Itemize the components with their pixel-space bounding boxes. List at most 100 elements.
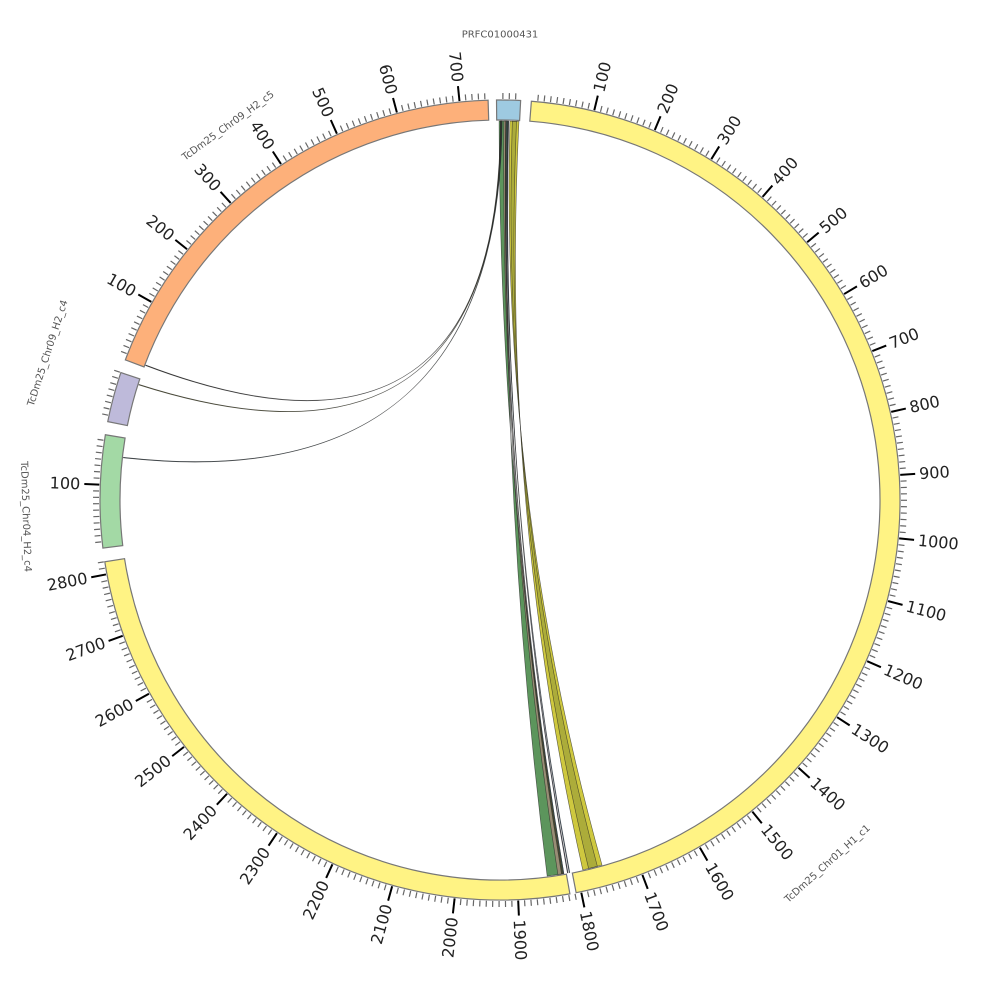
minor-tick xyxy=(853,307,860,312)
major-tick xyxy=(267,832,278,847)
minor-tick xyxy=(847,296,853,301)
minor-tick xyxy=(240,185,246,191)
minor-tick xyxy=(898,454,905,457)
minor-tick xyxy=(894,569,901,572)
minor-tick xyxy=(806,757,812,763)
minor-tick xyxy=(665,864,669,871)
major-tick xyxy=(843,285,858,295)
minor-tick xyxy=(721,833,726,840)
minor-tick xyxy=(261,169,266,176)
minor-tick xyxy=(388,108,392,115)
links-layer xyxy=(123,120,603,877)
minor-tick xyxy=(216,206,222,213)
minor-tick xyxy=(829,727,836,732)
minor-tick xyxy=(752,183,758,190)
ideogram-g4[interactable] xyxy=(99,434,126,549)
minor-tick xyxy=(322,133,326,140)
minor-tick xyxy=(677,134,682,141)
minor-tick xyxy=(599,105,603,112)
minor-tick xyxy=(671,132,676,139)
minor-tick xyxy=(128,664,135,669)
minor-tick xyxy=(102,586,109,589)
minor-tick xyxy=(542,898,545,905)
tick-label: 2600 xyxy=(92,695,137,731)
minor-tick xyxy=(635,876,640,883)
minor-tick xyxy=(359,876,363,883)
minor-tick xyxy=(119,641,126,645)
minor-tick xyxy=(895,563,902,566)
minor-tick xyxy=(114,629,121,633)
minor-tick xyxy=(149,292,155,297)
minor-tick xyxy=(108,611,116,614)
tick-label: 900 xyxy=(919,462,951,483)
minor-tick xyxy=(376,111,380,119)
minor-tick xyxy=(95,451,102,454)
minor-tick xyxy=(630,115,634,122)
tick-label: 1600 xyxy=(701,859,738,904)
tick-label: 400 xyxy=(246,117,279,153)
minor-tick xyxy=(250,177,256,183)
major-tick xyxy=(329,119,338,135)
minor-tick xyxy=(162,271,169,276)
minor-tick xyxy=(160,720,166,725)
ticks-layer: 1002003004005006007008009001000110012001… xyxy=(46,51,960,961)
major-tick xyxy=(641,874,649,890)
minor-tick xyxy=(890,588,898,591)
minor-tick xyxy=(246,814,252,820)
minor-tick xyxy=(747,179,752,186)
minor-tick xyxy=(213,784,219,790)
minor-tick xyxy=(407,103,410,110)
major-tick xyxy=(761,184,774,198)
ideogram-prfc[interactable] xyxy=(495,99,522,122)
minor-tick xyxy=(257,821,262,828)
minor-tick xyxy=(833,722,839,727)
minor-tick xyxy=(761,803,767,809)
minor-tick xyxy=(699,147,704,153)
minor-tick xyxy=(235,189,241,195)
minor-tick xyxy=(898,544,905,547)
minor-tick xyxy=(134,676,141,681)
minor-tick xyxy=(95,457,102,460)
minor-tick xyxy=(802,762,808,768)
minor-tick xyxy=(212,211,218,217)
minor-tick xyxy=(861,324,868,329)
minor-tick xyxy=(756,807,762,813)
minor-tick xyxy=(688,853,693,860)
minor-tick xyxy=(155,281,162,287)
minor-tick xyxy=(575,100,578,107)
minor-tick xyxy=(889,594,896,597)
minor-tick xyxy=(886,391,893,394)
minor-tick xyxy=(174,255,180,260)
minor-tick xyxy=(401,104,404,112)
minor-tick xyxy=(897,448,904,451)
minor-tick xyxy=(328,130,332,137)
minor-tick xyxy=(446,897,449,904)
minor-tick xyxy=(893,575,900,578)
tick-label: 2700 xyxy=(63,633,108,665)
ideogram-c1[interactable] xyxy=(104,557,571,901)
minor-tick xyxy=(114,369,121,373)
minor-tick xyxy=(876,636,883,641)
tick-label: 1300 xyxy=(848,720,893,758)
minor-tick xyxy=(636,117,640,124)
minor-tick xyxy=(186,240,192,245)
minor-tick xyxy=(874,354,881,358)
ideogram-c1[interactable] xyxy=(529,100,901,894)
ideogram-p4[interactable] xyxy=(107,371,141,427)
minor-tick xyxy=(133,321,140,325)
minor-tick xyxy=(110,617,117,621)
major-tick xyxy=(171,746,185,757)
minor-tick xyxy=(95,541,102,544)
ideogram-c5[interactable] xyxy=(124,99,490,368)
minor-tick xyxy=(419,100,423,107)
tick-label: 1400 xyxy=(806,773,849,814)
minor-tick xyxy=(612,109,616,116)
minor-tick xyxy=(137,682,144,686)
minor-tick xyxy=(683,137,687,144)
major-tick xyxy=(866,660,882,669)
minor-tick xyxy=(884,384,891,388)
minor-tick xyxy=(440,896,443,903)
major-tick xyxy=(580,892,586,908)
minor-tick xyxy=(451,95,454,102)
